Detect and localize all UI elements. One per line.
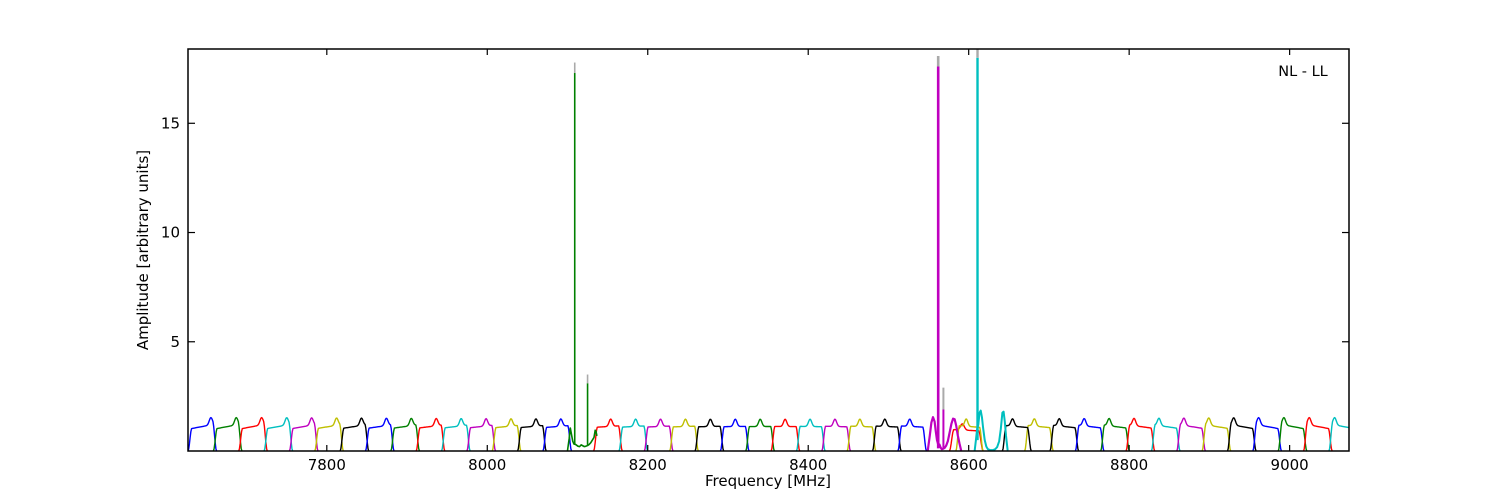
subband-curve [238, 416, 268, 451]
subband-curve [1023, 418, 1054, 451]
subband-curve [1201, 417, 1232, 451]
subband-curve [440, 418, 471, 451]
subband-curve [1049, 417, 1080, 451]
subband-curve [694, 418, 725, 451]
subband-curve [415, 417, 446, 451]
y-tick-label: 5 [170, 333, 180, 351]
subband-curve [1277, 416, 1308, 451]
subband-curve [263, 417, 294, 451]
subband-curve [390, 417, 421, 451]
axes-layer: 7800 8000 8200 8400 8600 8800 9000 5 10 15 [161, 48, 1350, 474]
subband-curve [897, 418, 928, 451]
subband-curve [1150, 417, 1181, 451]
subband-curve [745, 418, 776, 451]
subband-curve [188, 416, 218, 451]
subband-curve [516, 418, 547, 451]
subband-curve [669, 418, 699, 451]
x-tick-label: 8200 [629, 456, 667, 474]
subband-curve [288, 417, 319, 451]
subband-curve [212, 416, 243, 451]
subband-curve [314, 417, 345, 451]
subband-curve [1328, 416, 1349, 451]
subband-curve [770, 418, 801, 451]
subband-curve [1100, 417, 1131, 451]
subband-curve [1176, 417, 1207, 451]
subband-curve [1074, 417, 1105, 451]
x-tick-label: 8800 [1110, 456, 1148, 474]
green-notch-curve [566, 427, 598, 451]
subband-curve [821, 418, 852, 451]
subband-curve [618, 418, 649, 451]
subband-curve [1302, 416, 1333, 451]
subband-curve [871, 418, 902, 451]
subband-curve [643, 418, 674, 451]
subband-curve [466, 417, 497, 451]
cyan-notch-curve [973, 409, 1009, 451]
subband-curve [719, 418, 750, 451]
corner-annotation: NL - LL [1278, 64, 1328, 80]
y-tick-label: 10 [161, 224, 180, 242]
subband-curve [491, 418, 522, 451]
x-axis-label: Frequency [MHz] [705, 472, 831, 490]
x-tick-label: 8400 [789, 456, 827, 474]
axis-frame [187, 48, 1350, 452]
subband-curve [795, 418, 826, 451]
x-tick-label: 7800 [308, 456, 346, 474]
subband-curves-layer [188, 49, 1349, 451]
subband-curve [1125, 417, 1156, 451]
subband-curve [339, 417, 370, 451]
y-tick-label: 15 [161, 114, 180, 132]
x-tick-label: 8600 [950, 456, 988, 474]
y-axis-label: Amplitude [arbitrary units] [134, 150, 152, 350]
subband-curve-extra [1001, 418, 1032, 451]
subband-curve [542, 418, 573, 451]
x-tick-label: 9000 [1271, 456, 1309, 474]
subband-curve [592, 418, 623, 451]
magenta-notch-curve [926, 416, 963, 451]
subband-curve [1226, 417, 1257, 451]
subband-curve [364, 417, 395, 451]
subband-curve [846, 418, 877, 451]
subband-curve [1252, 416, 1283, 451]
x-tick-label: 8000 [468, 456, 506, 474]
